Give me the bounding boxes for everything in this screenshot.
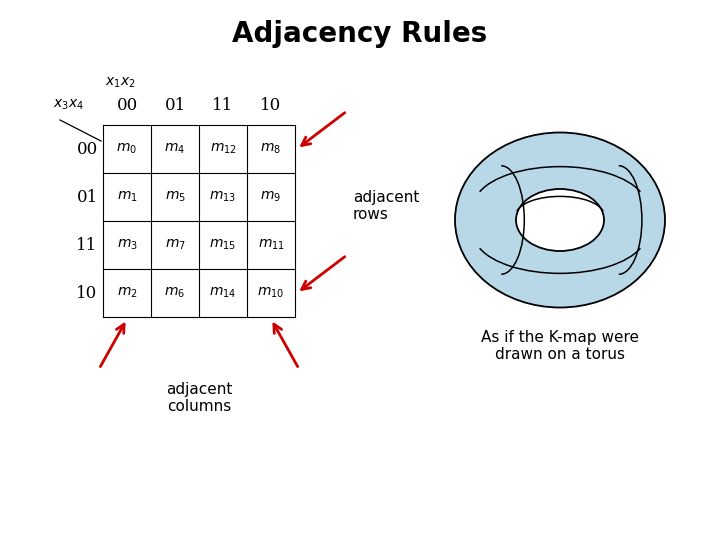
Text: $m_6$: $m_6$ [164,286,186,300]
Text: $m_3$: $m_3$ [117,238,138,252]
Text: As if the K-map were
drawn on a torus: As if the K-map were drawn on a torus [481,330,639,362]
Text: 01: 01 [164,97,186,113]
Text: $m_9$: $m_9$ [261,190,282,204]
Text: $m_2$: $m_2$ [117,286,138,300]
Text: adjacent
columns: adjacent columns [166,382,232,414]
Text: $m_{10}$: $m_{10}$ [258,286,284,300]
Text: 00: 00 [117,97,138,113]
Text: 01: 01 [76,188,98,206]
Text: $x_1x_2$: $x_1x_2$ [105,76,135,90]
Text: $m_7$: $m_7$ [165,238,186,252]
Ellipse shape [455,132,665,307]
Text: 11: 11 [76,237,98,253]
Text: adjacent
rows: adjacent rows [353,190,419,222]
Text: $m_{12}$: $m_{12}$ [210,142,236,156]
Text: $m_{15}$: $m_{15}$ [210,238,237,252]
Text: Adjacency Rules: Adjacency Rules [233,20,487,48]
Text: $m_8$: $m_8$ [261,142,282,156]
Text: $m_{11}$: $m_{11}$ [258,238,284,252]
Text: $m_{14}$: $m_{14}$ [210,286,237,300]
Text: $x_3x_4$: $x_3x_4$ [53,98,84,112]
Text: 10: 10 [76,285,98,301]
Text: 10: 10 [261,97,282,113]
Text: $m_5$: $m_5$ [165,190,186,204]
Text: $m_0$: $m_0$ [117,142,138,156]
Text: 00: 00 [76,140,98,158]
Text: $m_4$: $m_4$ [164,142,186,156]
Ellipse shape [516,189,604,251]
Text: 11: 11 [212,97,233,113]
Text: $m_1$: $m_1$ [117,190,138,204]
Text: $m_{13}$: $m_{13}$ [210,190,237,204]
